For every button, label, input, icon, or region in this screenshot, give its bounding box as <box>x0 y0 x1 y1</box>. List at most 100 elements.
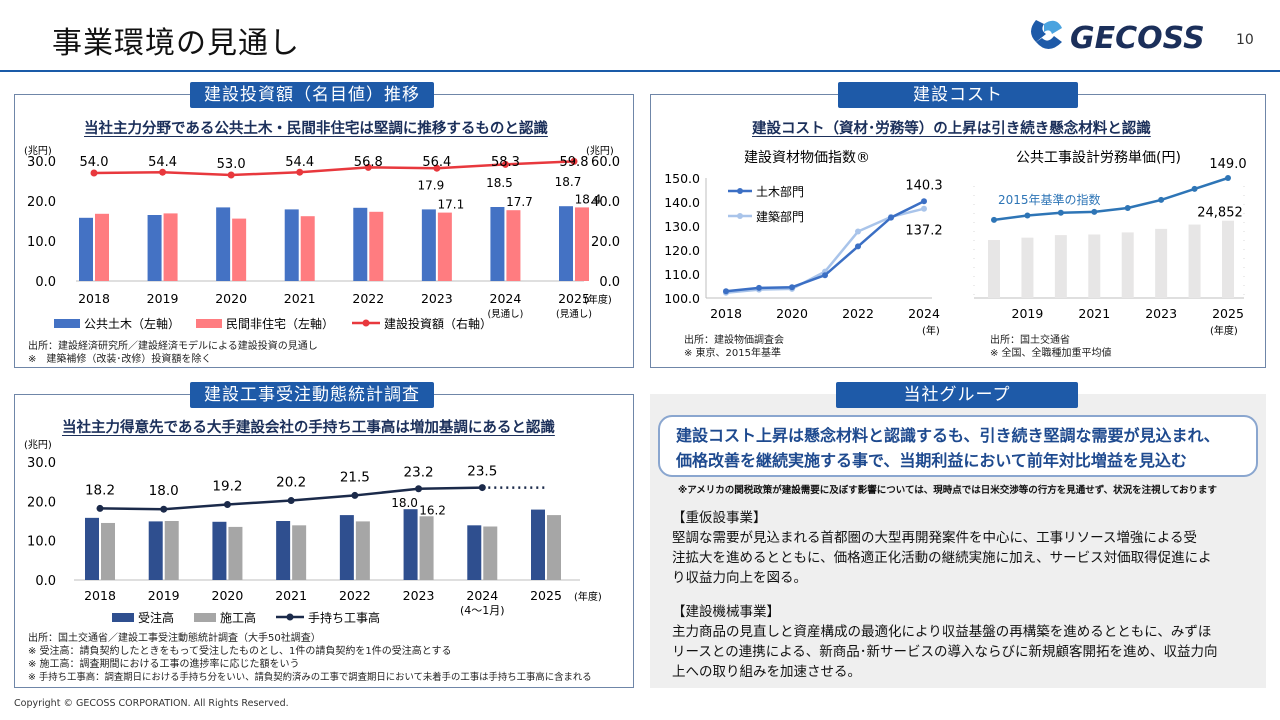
private-nonres-bar <box>437 212 452 281</box>
construction-done-bar <box>101 522 115 580</box>
orders-note-order: ※ 受注高：請負契約したときをもって受注したものとし、1件の請負契約を1件の受注… <box>28 646 452 657</box>
investment-panel <box>14 94 634 368</box>
public-civil-bar <box>353 207 368 281</box>
temporary-works-section: 【重仮設事業】 堅調な需要が見込まれる首都圏の大型再開発案件を中心に、工事リソー… <box>672 508 1252 588</box>
labor-index-point <box>1091 208 1098 215</box>
x-axis-unit: (年度) <box>584 293 612 306</box>
x-tick-label: 2019 <box>147 291 179 306</box>
investment-note-source: 出所：建設経済研究所／建設経済モデルによる建設投資の見通し <box>28 341 318 352</box>
machinery-line3: 上への取り組みを加速させる。 <box>672 664 861 680</box>
material-x-axis-unit: (年) <box>922 324 940 337</box>
backlog-data-label: 19.2 <box>212 478 242 494</box>
investment-total-point <box>501 160 509 168</box>
tariff-disclaimer: ※アメリカの関税政策が建設需要に及ぼす影響については、現時点では日米交渉等の行方… <box>678 485 1218 496</box>
labor-index-point <box>1124 204 1131 211</box>
public-civil-bar <box>490 207 505 281</box>
backlog-point <box>287 497 295 505</box>
x-tick-label: 2024 <box>490 291 522 306</box>
backlog-point <box>160 505 168 513</box>
backlog-data-label: 18.2 <box>85 482 115 498</box>
material-x-tick-label: 2020 <box>776 306 808 321</box>
private-nonres-bar <box>300 216 315 281</box>
legend-arch-label: 建築部門 <box>756 209 804 224</box>
investment-total-data-label: 56.8 <box>354 155 383 170</box>
labor-cost-bar <box>1121 232 1134 298</box>
orders-received-bar <box>212 521 227 580</box>
right-tick-label: 40.0 <box>591 195 620 210</box>
temporary-works-line2: 注拡大を進めるとともに、価格適正化活動の継続実施に加え、サービス対価取得促進によ <box>672 550 1212 566</box>
backlog-point <box>415 485 423 493</box>
labor-cost-bar <box>1188 224 1201 298</box>
orders-y-tick-label: 30.0 <box>27 456 56 471</box>
right-tick-label: 0.0 <box>599 275 620 290</box>
group-headline-line1: 建設コスト上昇は懸念材料と認識するも、引き続き堅調な需要が見込まれ、 <box>676 426 1220 445</box>
copyright: Copyright © GECOSS CORPORATION. All Righ… <box>14 698 289 709</box>
material-y-tick-label: 100.0 <box>664 291 700 306</box>
backlog-point <box>96 504 104 512</box>
material-x-tick-label: 2024 <box>908 306 940 321</box>
labor-cost-bar <box>1155 228 1168 298</box>
orders-received-bar <box>403 509 418 580</box>
machinery-line2: リースとの連携による、新商品･新サービスの導入ならびに新規顧客開拓を進め、収益力… <box>672 644 1218 660</box>
labor-cost-end-label: 24,852 <box>1197 206 1243 221</box>
investment-total-data-label: 59.8 <box>560 155 589 170</box>
machinery-line1: 主力商品の見直しと資産構成の最適化により収益基盤の再構築を進めるとともに、みずほ <box>672 624 1212 640</box>
legend-total-label: 建設投資額（右軸） <box>384 316 492 331</box>
cost-tag: 建設コスト <box>838 82 1078 108</box>
investment-total-data-label: 54.0 <box>80 155 109 170</box>
orders-x-tick-label: 2024 <box>466 588 498 603</box>
private-nonres-data-label: 17.7 <box>506 195 533 209</box>
legend-civil-label: 土木部門 <box>756 184 804 199</box>
left-axis-unit: (兆円) <box>24 145 52 157</box>
labor-x-axis-unit: (年度) <box>1210 324 1238 337</box>
legend-private-swatch <box>196 319 222 328</box>
title-divider <box>0 70 1280 72</box>
orders-x-axis-unit: (年度) <box>574 590 602 603</box>
orders-received-bar <box>531 509 545 580</box>
labor-cost-bar <box>1088 234 1101 298</box>
material-x-tick-label: 2022 <box>842 306 874 321</box>
construction-done-bar <box>419 516 434 580</box>
private-nonres-data-label: 18.4 <box>575 192 602 206</box>
labor-index-point <box>1191 185 1198 192</box>
investment-total-point <box>227 171 235 179</box>
labor-note-basis: ※ 全国、全職種加重平均値 <box>990 348 1112 359</box>
labor-index-point <box>1057 209 1064 216</box>
arch-index-point <box>855 228 861 235</box>
group-tag: 当社グループ <box>836 382 1078 408</box>
orders-x-tick-label: 2025 <box>530 588 562 603</box>
public-civil-bar <box>147 215 162 281</box>
orders-tag: 建設工事受注動態統計調査 <box>190 382 434 408</box>
orders-received-data-label: 18.0 <box>391 496 418 510</box>
legend-construction-label: 施工高 <box>220 610 256 625</box>
material-y-tick-label: 120.0 <box>664 243 700 258</box>
temporary-works-line1: 堅調な需要が見込まれる首都圏の大型再開発案件を中心に、工事リソース増強による受 <box>672 530 1198 546</box>
material-note-basis: ※ 東京、2015年基準 <box>684 348 782 359</box>
legend-construction-swatch <box>194 613 216 622</box>
construction-machinery-section: 【建設機械事業】 主力商品の見直しと資産構成の最適化により収益基盤の再構築を進め… <box>672 602 1252 682</box>
material-y-tick-label: 130.0 <box>664 219 700 234</box>
material-note-source: 出所：建設物価調査会 <box>684 335 784 346</box>
labor-index-annotation: 2015年基準の指数 <box>998 192 1101 207</box>
public-civil-bar <box>559 206 573 281</box>
cost-charts: 建設資材物価指数® 150.0 140.0 130.0 120.0 110.0 100.0 2… <box>664 150 1246 337</box>
x-tick-sublabel: (見通し) <box>556 309 592 320</box>
group-headline-box: 建設コスト上昇は懸念材料と認識するも、引き続き堅調な需要が見込まれ、 価格改善を… <box>658 415 1258 477</box>
orders-x-tick-sublabel: (4～1月) <box>460 604 505 617</box>
orders-note-backlog: ※ 手持ち工事高：調査期日における手持ち分をいい、請負契約済みの工事で調査期日に… <box>28 672 592 683</box>
logo-text: GECOSS <box>1070 21 1205 56</box>
orders-y-tick-label: 20.0 <box>27 495 56 510</box>
private-nonres-bar <box>506 210 521 281</box>
backlog-point <box>478 484 486 492</box>
page-number: 10 <box>1236 32 1254 48</box>
orders-x-tick-label: 2018 <box>84 588 116 603</box>
arch-index-point <box>921 205 927 212</box>
legend-orders-swatch <box>112 613 134 622</box>
orders-received-bar <box>339 515 354 580</box>
civil-index-point <box>822 272 828 279</box>
investment-total-data-label: 54.4 <box>148 155 177 170</box>
machinery-title: 【建設機械事業】 <box>672 604 780 620</box>
orders-received-bar <box>85 517 99 580</box>
construction-done-data-label: 16.2 <box>419 503 446 517</box>
x-tick-sublabel: (見通し) <box>487 309 523 320</box>
